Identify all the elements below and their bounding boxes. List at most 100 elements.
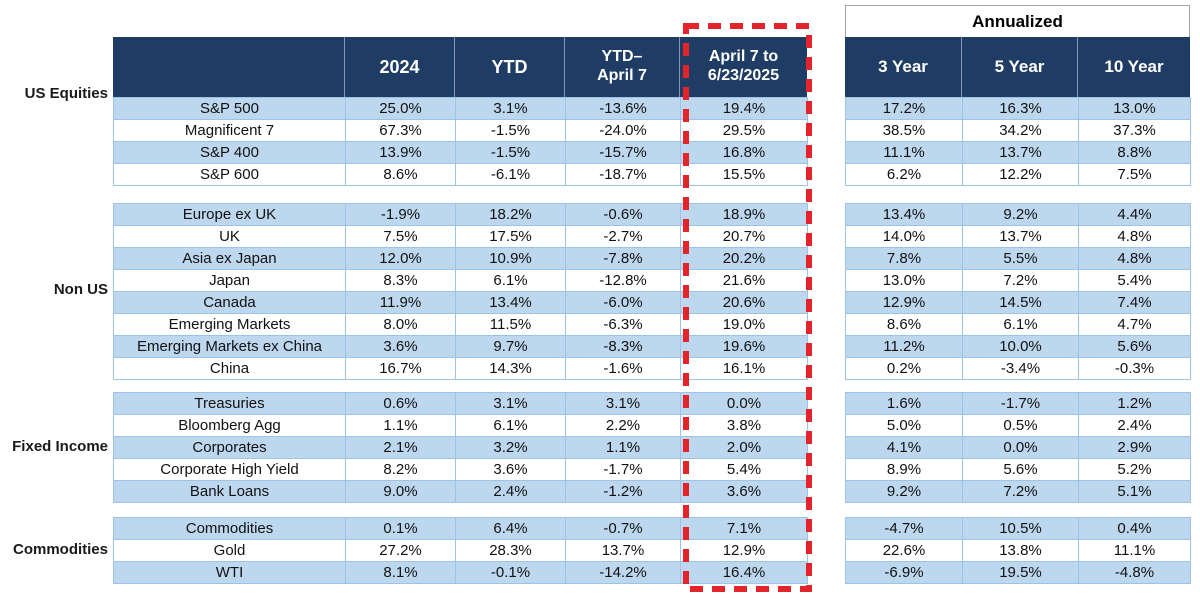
value-cell: -6.0% (565, 291, 681, 314)
value-cell: 0.1% (345, 517, 456, 540)
row-label-cell: Bloomberg Agg (113, 414, 346, 437)
value-cell: 2.4% (455, 480, 566, 503)
value-cell: 18.2% (455, 203, 566, 226)
table-row: 6.2% 12.2% 7.5% (845, 163, 1191, 186)
value-cell: -3.4% (962, 357, 1079, 380)
value-cell: 4.4% (1078, 203, 1191, 226)
value-cell: 13.0% (1078, 97, 1191, 120)
value-cell: 7.2% (962, 269, 1079, 292)
table-row: Corporates 2.1% 3.2% 1.1% 2.0% (113, 436, 808, 459)
value-cell: 9.2% (845, 480, 963, 503)
value-cell: 13.0% (845, 269, 963, 292)
value-cell: 7.5% (345, 225, 456, 248)
table-row: Europe ex UK -1.9% 18.2% -0.6% 18.9% (113, 203, 808, 226)
value-cell: 6.1% (455, 269, 566, 292)
value-cell: -4.8% (1078, 561, 1191, 584)
value-cell: 12.9% (845, 291, 963, 314)
table-row: Canada 11.9% 13.4% -6.0% 20.6% (113, 291, 808, 314)
column-header-ytd-april7: YTD– April 7 (565, 37, 680, 97)
value-cell: 38.5% (845, 119, 963, 142)
row-label-cell: Magnificent 7 (113, 119, 346, 142)
table-row: Bloomberg Agg 1.1% 6.1% 2.2% 3.8% (113, 414, 808, 437)
row-label-cell: Corporate High Yield (113, 458, 346, 481)
value-cell: 7.5% (1078, 163, 1191, 186)
value-cell: 14.3% (455, 357, 566, 380)
value-cell: 28.3% (455, 539, 566, 562)
column-header-2024-label: 2024 (379, 56, 420, 77)
value-cell: -0.1% (455, 561, 566, 584)
fixed-income-annualized-table: 1.6% -1.7% 1.2% 5.0% 0.5% 2.4% 4.1% 0.0% 2.9% 8.9… (845, 392, 1191, 503)
value-cell: -6.1% (455, 163, 566, 186)
column-header-april7-line1: April 7 to (708, 48, 779, 66)
value-cell: 1.1% (565, 436, 681, 459)
row-label-cell: Asia ex Japan (113, 247, 346, 270)
value-cell: 22.6% (845, 539, 963, 562)
column-header-5-year-label: 5 Year (994, 57, 1045, 76)
value-cell: -1.6% (565, 357, 681, 380)
value-cell: -1.7% (962, 392, 1079, 415)
table-row: 13.4% 9.2% 4.4% (845, 203, 1191, 226)
value-cell: 2.0% (680, 436, 808, 459)
value-cell: -12.8% (565, 269, 681, 292)
value-cell: 10.0% (962, 335, 1079, 358)
value-cell: 20.6% (680, 291, 808, 314)
value-cell: 6.1% (455, 414, 566, 437)
value-cell: -6.9% (845, 561, 963, 584)
main-table-header: 2024 YTD YTD– April 7 April 7 to 6/23/20… (113, 37, 807, 97)
column-header-10-year-label: 10 Year (1104, 57, 1164, 76)
value-cell: 2.9% (1078, 436, 1191, 459)
section-label-us-equities: US Equities (24, 85, 108, 102)
value-cell: 21.6% (680, 269, 808, 292)
value-cell: 2.1% (345, 436, 456, 459)
value-cell: 10.9% (455, 247, 566, 270)
value-cell: 5.6% (1078, 335, 1191, 358)
value-cell: -15.7% (565, 141, 681, 164)
value-cell: 9.7% (455, 335, 566, 358)
value-cell: 17.5% (455, 225, 566, 248)
value-cell: -0.7% (565, 517, 681, 540)
table-row: 5.0% 0.5% 2.4% (845, 414, 1191, 437)
fixed-income-table: Treasuries 0.6% 3.1% 3.1% 0.0% Bloomberg Agg 1… (113, 392, 808, 503)
table-row: Treasuries 0.6% 3.1% 3.1% 0.0% (113, 392, 808, 415)
non-us-annualized-table: 13.4% 9.2% 4.4% 14.0% 13.7% 4.8% 7.8% 5.5% 4.8% 1… (845, 203, 1191, 380)
table-row: Bank Loans 9.0% 2.4% -1.2% 3.6% (113, 480, 808, 503)
value-cell: 6.1% (962, 313, 1079, 336)
value-cell: 3.1% (455, 97, 566, 120)
commodities-annualized-table: -4.7% 10.5% 0.4% 22.6% 13.8% 11.1% -6.9% 19.5% -… (845, 517, 1191, 584)
value-cell: 8.6% (845, 313, 963, 336)
value-cell: -1.2% (565, 480, 681, 503)
value-cell: 27.2% (345, 539, 456, 562)
table-row: UK 7.5% 17.5% -2.7% 20.7% (113, 225, 808, 248)
row-label-cell: Treasuries (113, 392, 346, 415)
value-cell: 3.6% (345, 335, 456, 358)
value-cell: 13.4% (845, 203, 963, 226)
table-row: 1.6% -1.7% 1.2% (845, 392, 1191, 415)
value-cell: 13.7% (962, 141, 1079, 164)
value-cell: 2.4% (1078, 414, 1191, 437)
table-row: Asia ex Japan 12.0% 10.9% -7.8% 20.2% (113, 247, 808, 270)
value-cell: 12.9% (680, 539, 808, 562)
value-cell: 20.7% (680, 225, 808, 248)
table-row: -6.9% 19.5% -4.8% (845, 561, 1191, 584)
value-cell: 8.3% (345, 269, 456, 292)
table-row: 4.1% 0.0% 2.9% (845, 436, 1191, 459)
value-cell: 14.5% (962, 291, 1079, 314)
value-cell: 5.5% (962, 247, 1079, 270)
row-label-cell: Gold (113, 539, 346, 562)
value-cell: 7.1% (680, 517, 808, 540)
column-header-blank (113, 37, 345, 97)
row-label-cell: Europe ex UK (113, 203, 346, 226)
value-cell: 5.2% (1078, 458, 1191, 481)
value-cell: 15.5% (680, 163, 808, 186)
value-cell: 1.2% (1078, 392, 1191, 415)
value-cell: 3.1% (455, 392, 566, 415)
annualized-title: Annualized (972, 11, 1063, 31)
column-header-10-year: 10 Year (1078, 37, 1190, 97)
value-cell: 18.9% (680, 203, 808, 226)
row-label-cell: S&P 400 (113, 141, 346, 164)
value-cell: 11.5% (455, 313, 566, 336)
value-cell: 0.6% (345, 392, 456, 415)
value-cell: 16.1% (680, 357, 808, 380)
value-cell: 20.2% (680, 247, 808, 270)
